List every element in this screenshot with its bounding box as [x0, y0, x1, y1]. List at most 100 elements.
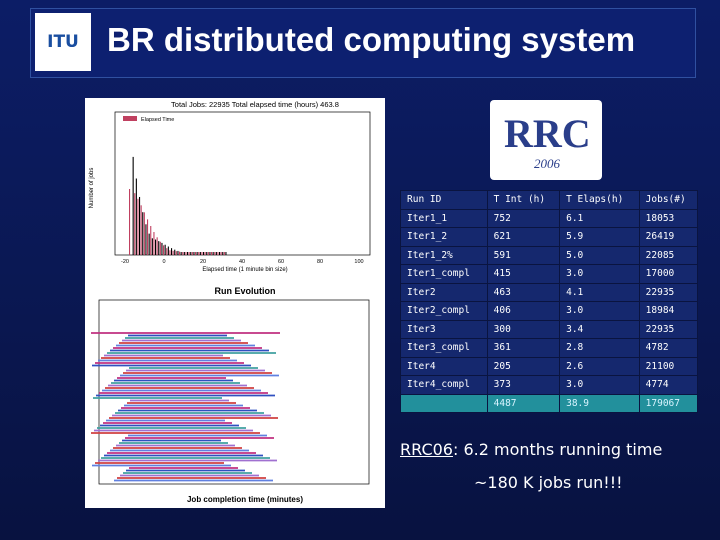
table-cell: 17000 — [638, 264, 699, 284]
summary-jobs: ~180 K jobs run!!! — [474, 473, 623, 492]
histogram-xlabel: Elapsed time (1 minute bin size) — [202, 267, 287, 273]
table-cell: 22935 — [638, 319, 699, 339]
table-cell: 415 — [486, 264, 561, 284]
histogram-bar — [211, 252, 213, 255]
totals-cell: 4487 — [486, 393, 561, 413]
histogram-bar — [163, 245, 165, 255]
histogram-x-tick: 20 — [200, 259, 206, 265]
histogram-bar — [204, 252, 206, 255]
table-cell: 463 — [486, 282, 561, 302]
table-cell: Iter3_compl — [400, 338, 488, 358]
slide-title: BR distributed computing system — [107, 21, 636, 58]
table-cell: Iter4_compl — [400, 375, 488, 395]
table-cell: 3.0 — [559, 375, 640, 395]
histogram-bar — [169, 250, 171, 255]
table-cell: 21100 — [638, 356, 699, 376]
table-cell: 5.0 — [559, 245, 640, 265]
table-cell: 4774 — [638, 375, 699, 395]
rrc-logo-text: RRC — [504, 111, 591, 156]
histogram-bar — [159, 241, 161, 255]
table-cell: 3.0 — [559, 301, 640, 321]
histogram-bar — [140, 205, 142, 255]
histogram-x-tick: 40 — [239, 259, 245, 265]
histogram-bar — [145, 224, 147, 255]
histogram-bar — [151, 238, 153, 255]
histogram-bar — [155, 239, 157, 255]
histogram-bar — [217, 252, 219, 255]
table-cell: 22085 — [638, 245, 699, 265]
table-cell: 26419 — [638, 227, 699, 247]
header-cell: T Int (h) — [486, 190, 561, 210]
histogram-bar — [166, 248, 168, 255]
legend-label: Elapsed Time — [141, 117, 174, 123]
table-cell: 18053 — [638, 208, 699, 228]
header-cell: Jobs(#) — [638, 190, 699, 210]
histogram-bar — [139, 196, 141, 255]
histogram-bar — [219, 252, 221, 255]
histogram-bar — [220, 252, 222, 255]
histogram-bar — [158, 241, 160, 255]
table-cell: 18984 — [638, 301, 699, 321]
table-row: Iter3_compl 361 2.8 4782 — [400, 338, 699, 358]
runs-table: Run ID T Int (h) T Elaps(h) Jobs(#) Iter1_1 7… — [400, 190, 699, 413]
histogram-x-tick: 100 — [354, 259, 363, 265]
histogram-bar — [174, 249, 176, 255]
summary-label: RRC06 — [400, 440, 453, 459]
table-cell: 3.0 — [559, 264, 640, 284]
summary-text: : 6.2 months running time — [452, 440, 663, 459]
histogram-bar — [148, 233, 150, 255]
evolution-title: Run Evolution — [215, 286, 276, 296]
totals-blank — [400, 393, 488, 413]
table-row: Iter1_2% 591 5.0 22085 — [400, 245, 699, 265]
table-cell: 406 — [486, 301, 561, 321]
legend-swatch — [123, 116, 137, 121]
table-cell: Iter1_compl — [400, 264, 488, 284]
histogram-bar — [223, 252, 225, 255]
table-cell: Iter1_2% — [400, 245, 488, 265]
histogram-bar — [142, 212, 144, 255]
table-row: Iter4_compl 373 3.0 4774 — [400, 375, 699, 395]
histogram-bar — [185, 252, 187, 255]
table-cell: 6.1 — [559, 208, 640, 228]
histogram-frame — [114, 111, 371, 256]
histogram-bar — [135, 178, 137, 255]
histogram-x-tick: 0 — [162, 259, 165, 265]
table-cell: 5.9 — [559, 227, 640, 247]
histogram-bar — [134, 193, 136, 255]
table-cell: 2.6 — [559, 356, 640, 376]
evolution-frame — [98, 299, 370, 485]
totals-cell: 38.9 — [559, 393, 640, 413]
histogram-bar — [198, 252, 200, 255]
histogram-bar — [206, 252, 208, 255]
histogram-bar — [207, 252, 209, 255]
header-cell: T Elaps(h) — [559, 190, 640, 210]
histogram-bar — [150, 226, 152, 255]
histogram-bar — [137, 198, 139, 255]
table-row: Iter3 300 3.4 22935 — [400, 319, 699, 339]
histogram-bar — [196, 252, 198, 255]
histogram-bar — [212, 252, 214, 255]
table-cell: 22935 — [638, 282, 699, 302]
title-bar: ITU BR distributed computing system — [30, 8, 696, 78]
histogram-bar — [222, 252, 224, 255]
header-row: Run ID T Int (h) T Elaps(h) Jobs(#) — [400, 190, 699, 210]
table-cell: 361 — [486, 338, 561, 358]
table-cell: 591 — [486, 245, 561, 265]
histogram-bar — [203, 252, 205, 255]
table-cell: 300 — [486, 319, 561, 339]
table-row: Iter1_1 752 6.1 18053 — [400, 208, 699, 228]
evolution-lines — [91, 332, 280, 482]
histogram-bar — [214, 252, 216, 255]
histogram-bar — [156, 237, 158, 255]
table-cell: 4782 — [638, 338, 699, 358]
totals-cell: 179067 — [638, 393, 699, 413]
histogram-x-tick: 60 — [278, 259, 284, 265]
histogram-bar — [143, 212, 145, 255]
histogram-bar — [187, 252, 189, 255]
histogram-bar — [161, 242, 163, 255]
plots-image: Total Jobs: 22935 Total elapsed time (ho… — [85, 98, 385, 508]
histogram-bar — [167, 246, 169, 255]
header-cell: Run ID — [400, 190, 488, 210]
histogram-bar — [199, 252, 201, 255]
